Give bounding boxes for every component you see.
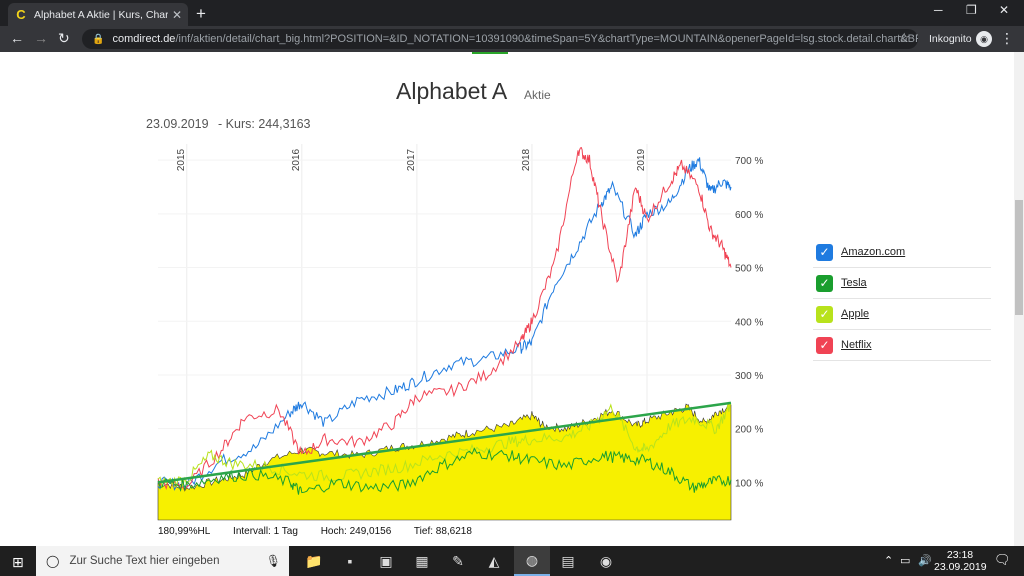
kurs-value: - Kurs: 244,3163 <box>218 117 311 131</box>
calculator-icon[interactable]: ▦ <box>415 552 429 569</box>
legend-label[interactable]: Apple <box>841 308 870 320</box>
browser-tab[interactable]: C Alphabet A Aktie | Kurs, Charts & ✕ <box>8 3 188 26</box>
browser-menu-icon[interactable]: ⋮ <box>1000 30 1014 46</box>
checkbox-icon[interactable]: ✓ <box>816 274 833 292</box>
series-line-netflix <box>157 146 732 492</box>
y-tick-label: 300 % <box>735 371 763 382</box>
firefox-icon[interactable]: ◉ <box>599 552 613 569</box>
tray-chevron-icon[interactable]: ⌃ <box>884 555 894 567</box>
info-hl: 180,99%HL <box>158 526 211 537</box>
scrollbar-thumb[interactable] <box>1015 200 1023 315</box>
comparison-legend: ✓ Amazon.com ✓ Tesla ✓ Apple ✓ Netflix <box>813 237 991 361</box>
clock-date: 23.09.2019 <box>934 561 987 573</box>
file-explorer-icon[interactable]: 📁 <box>305 552 323 569</box>
url-text: comdirect.de/inf/aktien/detail/chart_big… <box>112 33 918 45</box>
reload-button[interactable]: ↻ <box>58 30 70 46</box>
app-icon[interactable]: ▣ <box>379 552 393 569</box>
volume-icon[interactable]: 🔊 <box>918 555 932 567</box>
chart-x-labels: 2015 2016 2017 2018 2019 <box>176 148 647 171</box>
forward-button[interactable]: → <box>34 30 48 46</box>
x-tick-label: 2018 <box>521 148 532 171</box>
lock-icon: 🔒 <box>92 33 105 45</box>
browser-tabbar: C Alphabet A Aktie | Kurs, Charts & ✕ + … <box>0 0 1024 26</box>
browser-toolbar: ← → ↻ 🔒 comdirect.de/inf/aktien/detail/c… <box>0 26 1024 52</box>
minimize-button[interactable]: ─ <box>934 3 943 17</box>
series-line-tesla <box>157 447 732 495</box>
series-line-amazon-com <box>157 157 732 492</box>
chart-info: 180,99%HL Intervall: 1 Tag Hoch: 249,015… <box>158 526 492 537</box>
incognito-label: Inkognito <box>929 33 972 45</box>
microphone-icon[interactable]: 🎙 <box>265 554 281 568</box>
info-hoch: Hoch: 249,0156 <box>320 526 392 537</box>
y-tick-label: 600 % <box>735 210 763 221</box>
x-tick-label: 2017 <box>406 148 417 171</box>
y-tick-label: 200 % <box>735 425 763 436</box>
search-placeholder: Zur Suche Text hier eingeben <box>69 555 220 567</box>
chart-lines <box>157 146 732 495</box>
paint-icon[interactable]: ✎ <box>452 552 464 569</box>
battery-icon[interactable]: ▭ <box>900 555 911 567</box>
back-button[interactable]: ← <box>10 30 24 46</box>
address-bar[interactable]: 🔒 comdirect.de/inf/aktien/detail/chart_b… <box>82 29 918 49</box>
search-icon: ◯ <box>46 554 60 568</box>
page-scrollbar[interactable] <box>1014 52 1024 546</box>
info-tief: Tief: 88,6218 <box>413 526 472 537</box>
info-intervall: Intervall: 1 Tag <box>233 526 298 537</box>
y-tick-label: 400 % <box>735 317 763 328</box>
legend-item-apple[interactable]: ✓ Apple <box>813 299 991 330</box>
close-window-button[interactable]: ✕ <box>999 3 1010 17</box>
legend-label[interactable]: Netflix <box>841 339 872 351</box>
favicon-icon: C <box>16 7 26 22</box>
trend-line <box>157 401 732 484</box>
series-line-apple <box>157 403 732 488</box>
chart-y-labels: 100 % 200 % 300 % 400 % 500 % 600 % 700 % <box>735 156 763 489</box>
kurs-date: 23.09.2019 <box>146 117 209 131</box>
app-icon[interactable]: ◭ <box>488 552 500 569</box>
legend-label[interactable]: Amazon.com <box>841 246 906 258</box>
x-tick-label: 2015 <box>176 148 187 171</box>
page-subtitle: Aktie <box>524 88 551 102</box>
windows-taskbar: ⊞ ◯ Zur Suche Text hier eingeben 🎙 📁 ▪ ▣… <box>0 546 1024 576</box>
checkbox-icon[interactable]: ✓ <box>816 305 833 323</box>
x-tick-label: 2016 <box>291 148 302 171</box>
bookmark-star-icon[interactable]: ☆ <box>898 30 910 45</box>
restore-button[interactable]: ❐ <box>966 3 977 17</box>
taskbar-clock[interactable]: 23:18 23.09.2019 <box>934 549 987 573</box>
new-tab-button[interactable]: + <box>196 4 206 23</box>
incognito-icon[interactable]: ◉ <box>976 31 992 47</box>
notification-icon[interactable]: 🗨 <box>994 552 1011 567</box>
taskbar-search[interactable]: ◯ Zur Suche Text hier eingeben 🎙 <box>36 546 289 576</box>
app-icon[interactable]: ▤ <box>561 552 575 569</box>
x-tick-label: 2019 <box>636 148 647 171</box>
legend-item-amazon[interactable]: ✓ Amazon.com <box>813 237 991 268</box>
decorative-bar <box>472 52 508 54</box>
tab-title: Alphabet A Aktie | Kurs, Charts & <box>34 8 168 21</box>
y-tick-label: 700 % <box>735 156 763 167</box>
page-title: Alphabet A <box>396 78 508 104</box>
legend-label[interactable]: Tesla <box>841 277 867 289</box>
chrome-icon[interactable]: ◍ <box>514 546 550 576</box>
checkbox-icon[interactable]: ✓ <box>816 243 833 261</box>
performance-chart[interactable]: 2015 2016 2017 2018 2019 100 % 200 % 300 % 400 … <box>146 132 786 522</box>
checkbox-icon[interactable]: ✓ <box>816 336 833 354</box>
page-content: Alphabet A Aktie 23.09.2019 - Kurs: 244,… <box>0 52 1024 546</box>
close-tab-icon[interactable]: ✕ <box>171 7 182 22</box>
legend-item-tesla[interactable]: ✓ Tesla <box>813 268 991 299</box>
y-tick-label: 100 % <box>735 478 763 489</box>
legend-item-netflix[interactable]: ✓ Netflix <box>813 330 991 361</box>
app-icon[interactable]: ▪ <box>347 553 353 569</box>
kurs-line: 23.09.2019 - Kurs: 244,3163 <box>146 117 316 131</box>
y-tick-label: 500 % <box>735 264 763 275</box>
windows-start-icon[interactable]: ⊞ <box>12 554 24 570</box>
clock-time: 23:18 <box>946 549 974 561</box>
